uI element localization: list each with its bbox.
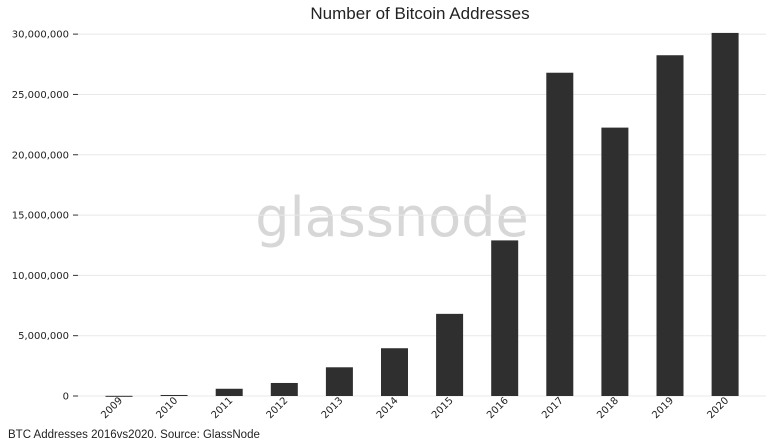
x-tick-label: 2014: [375, 395, 401, 421]
x-tick-label: 2009: [99, 395, 125, 421]
chart-title: Number of Bitcoin Addresses: [310, 4, 529, 23]
x-tick-label: 2016: [485, 395, 511, 421]
x-tick-label: 2010: [154, 395, 180, 421]
bar-2017: [546, 72, 574, 396]
y-tick-label: 15,000,000: [12, 211, 69, 222]
bar-2020: [711, 32, 739, 396]
bar-2013: [325, 367, 353, 396]
y-tick-label: 5,000,000: [18, 331, 69, 342]
x-tick-label: 2013: [320, 395, 346, 421]
glassnode-watermark: glassnode: [255, 186, 528, 249]
y-tick-label: 25,000,000: [12, 90, 69, 101]
bars: [105, 32, 739, 397]
gridlines: [78, 33, 766, 397]
x-tick-label: 2018: [595, 395, 621, 421]
y-tick-label: 10,000,000: [12, 271, 69, 282]
bar-2018: [601, 127, 629, 396]
source-caption: BTC Addresses 2016vs2020. Source: GlassN…: [8, 429, 260, 441]
bar-2011: [215, 388, 243, 396]
x-tick-label: 2019: [650, 395, 676, 421]
bar-2010: [160, 394, 188, 396]
y-tick-label: 30,000,000: [12, 30, 69, 41]
bar-2014: [381, 348, 408, 396]
y-tick-label: 0: [63, 392, 69, 403]
x-tick-label: 2012: [265, 395, 291, 421]
bar-2015: [436, 313, 464, 396]
bar-2012: [270, 382, 298, 396]
bar-2009: [105, 395, 133, 397]
y-axis-ticks: 0 5,000,000 10,000,000 15,000,000 20,000,000…: [12, 30, 78, 403]
x-tick-label: 2020: [705, 395, 731, 421]
x-tick-label: 2015: [430, 395, 456, 421]
x-tick-label: 2017: [540, 395, 566, 421]
y-tick-label: 20,000,000: [12, 150, 69, 161]
bar-2016: [491, 240, 519, 396]
bar-2019: [656, 55, 684, 396]
x-axis-ticks: 2009 2010 2011 2012 2013 2014 2015 2016 2017 2018…: [99, 395, 731, 421]
x-tick-label: 2011: [210, 395, 236, 421]
